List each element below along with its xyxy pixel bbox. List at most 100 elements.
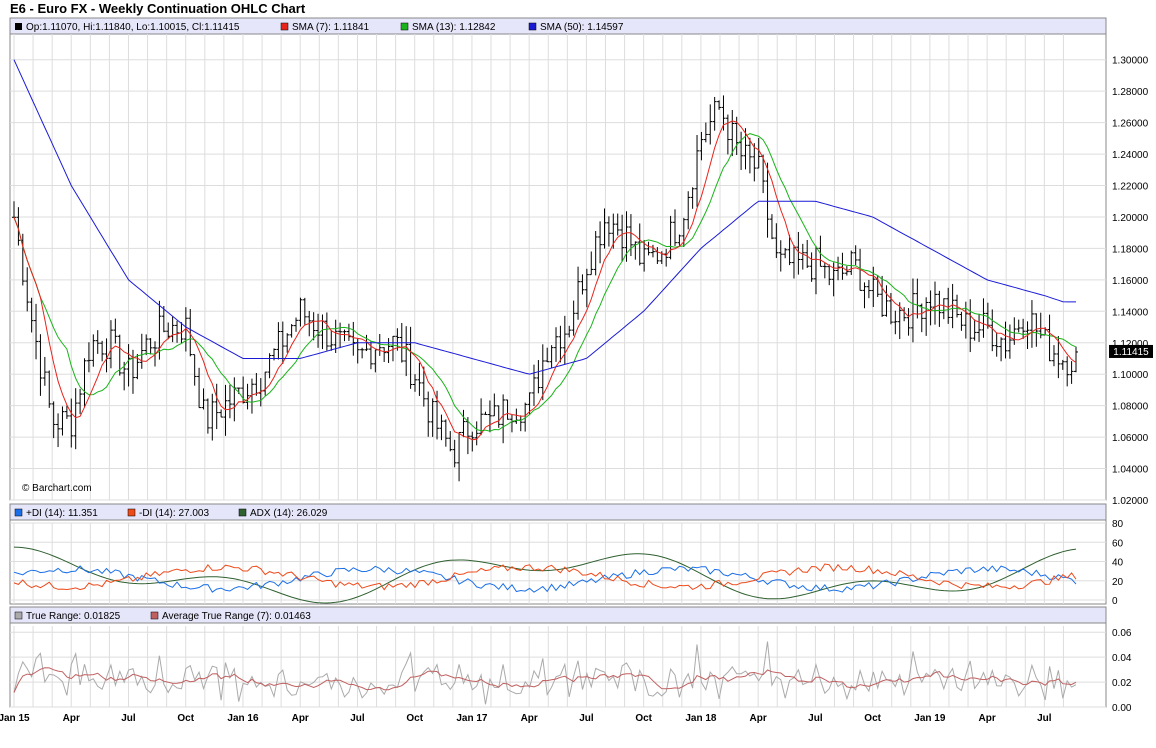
x-tick: Jul	[121, 713, 136, 724]
ohlc-bar	[853, 245, 858, 266]
ohlc-bar	[562, 315, 567, 365]
x-tick: Apr	[750, 713, 767, 724]
atr-series	[13, 641, 1077, 705]
price-y-tick: 1.14000	[1112, 307, 1149, 318]
ohlc-bar	[545, 347, 550, 363]
x-tick: Oct	[635, 713, 652, 724]
minus-di-line	[13, 563, 1077, 591]
atr-legend-band	[9, 606, 1107, 624]
price-y-tick: 1.30000	[1112, 56, 1149, 67]
ohlc-bar	[483, 411, 488, 416]
sma7-legend-text: SMA (7): 1.11841	[292, 22, 370, 33]
plus-di-legend-swatch	[14, 508, 23, 517]
dmi-y-tick: 80	[1112, 519, 1124, 530]
ohlc-legend-text: Op:1.11070, Hi:1.11840, Lo:1.10015, Cl:1…	[26, 22, 240, 33]
ohlc-bar	[1074, 346, 1078, 373]
ohlc-bar	[725, 114, 730, 155]
ohlc-bar	[157, 300, 162, 360]
ohlc-bar	[919, 303, 924, 333]
ohlc-bar	[505, 399, 510, 420]
ohlc-bar	[672, 209, 677, 246]
ohlc-bar	[413, 374, 418, 392]
ohlc-bar	[1069, 361, 1074, 384]
ohlc-bar	[818, 235, 823, 267]
ohlc-bar	[285, 333, 290, 353]
ohlc-bar	[668, 215, 673, 260]
ohlc-bar	[769, 214, 774, 240]
ohlc-bar	[593, 231, 598, 276]
ohlc-bar	[470, 431, 475, 452]
ohlc-bar	[298, 297, 303, 327]
price-y-tick: 1.24000	[1112, 150, 1149, 161]
ohlc-bar	[487, 400, 492, 433]
price-series: 1.11415	[12, 59, 1153, 482]
atr-grid	[10, 626, 1106, 708]
ohlc-bar	[100, 340, 105, 362]
atr-y-tick: 0.04	[1112, 653, 1132, 664]
ohlc-bar	[492, 393, 497, 417]
sma7-line	[13, 120, 1077, 441]
ohlc-bar	[549, 345, 554, 368]
dmi-y-tick: 0	[1112, 596, 1118, 607]
ohlc-bar	[408, 326, 413, 389]
ohlc-bar	[29, 297, 34, 333]
ohlc-bar	[496, 405, 501, 428]
dmi-y-tick: 40	[1112, 558, 1124, 569]
ohlc-bar	[849, 250, 854, 275]
ohlc-bar	[994, 332, 999, 357]
ohlc-bar	[223, 384, 228, 436]
minus-di-legend-text: -DI (14): 27.003	[139, 508, 209, 519]
ohlc-bar	[567, 325, 572, 338]
ohlc-bar	[69, 398, 74, 448]
ohlc-bar	[214, 383, 219, 430]
dmi-y-tick: 60	[1112, 538, 1124, 549]
ohlc-bar	[338, 322, 343, 349]
ohlc-bar	[756, 137, 761, 169]
ohlc-bar	[717, 100, 722, 110]
sma13-line	[13, 133, 1077, 432]
ohlc-bar	[219, 409, 224, 418]
ohlc-bar	[866, 279, 871, 299]
ohlc-bar	[479, 398, 484, 436]
price-y-tick: 1.02000	[1112, 496, 1149, 507]
ohlc-bar	[977, 313, 982, 342]
ohlc-bar	[827, 264, 832, 286]
ohlc-bar	[699, 131, 704, 161]
ohlc-bar	[42, 356, 47, 386]
ohlc-bar	[712, 96, 717, 131]
ohlc-bar	[787, 234, 792, 266]
ohlc-bar	[346, 323, 351, 341]
x-tick: Apr	[292, 713, 309, 724]
ohlc-bar	[880, 275, 885, 317]
ohlc-bar	[695, 134, 700, 207]
ohlc-bar	[1060, 359, 1065, 370]
ohlc-legend-swatch	[15, 23, 22, 30]
ohlc-bar	[421, 366, 426, 407]
ohlc-bar	[201, 388, 206, 410]
last-price-label: 1.11415	[1113, 347, 1149, 358]
ohlc-bar	[774, 223, 779, 259]
ohlc-bar	[294, 317, 299, 332]
dmi-grid	[10, 522, 1106, 604]
ohlc-bar	[606, 216, 611, 247]
ohlc-bar	[86, 342, 91, 373]
ohlc-bar	[620, 214, 625, 262]
ohlc-bar	[747, 137, 752, 174]
ohlc-bar	[108, 320, 113, 369]
ohlc-bar	[558, 325, 563, 363]
ohlc-bar	[386, 338, 391, 363]
ohlc-bar	[47, 370, 52, 408]
x-tick: Jan 17	[456, 713, 488, 724]
minus-di-legend-swatch	[127, 508, 136, 517]
ohlc-bar	[615, 213, 620, 236]
ohlc-bar	[382, 347, 387, 362]
ohlc-bar	[426, 391, 431, 437]
ohlc-bar	[884, 285, 889, 317]
ohlc-bar	[188, 308, 193, 357]
price-y-tick: 1.28000	[1112, 87, 1149, 98]
atr-y-tick: 0.06	[1112, 628, 1132, 639]
avg-true-range-legend-swatch	[150, 611, 159, 620]
ohlc-bar	[117, 334, 122, 376]
ohlc-bar	[809, 252, 814, 282]
ohlc-bar	[778, 240, 783, 272]
